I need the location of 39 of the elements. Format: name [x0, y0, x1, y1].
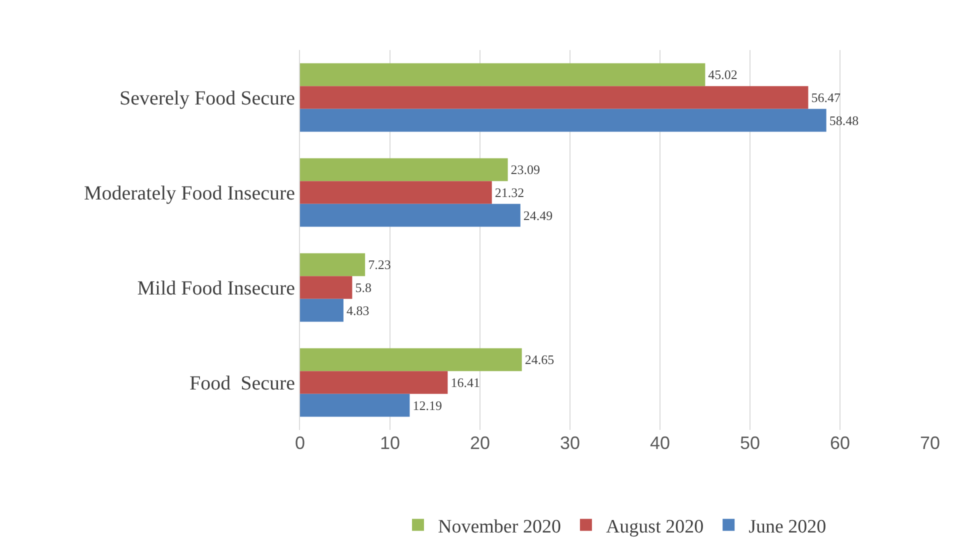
- legend-label: June 2020: [748, 516, 826, 538]
- bar: [300, 204, 520, 227]
- data-label: 7.23: [368, 257, 391, 272]
- x-tick-label: 10: [380, 433, 400, 453]
- y-tick-label: Food Secure: [189, 372, 296, 394]
- y-tick-label: Severely Food Secure: [119, 88, 296, 110]
- legend-label: November 2020: [438, 516, 561, 538]
- data-label: 24.65: [524, 352, 554, 368]
- x-tick-label: 0: [294, 433, 306, 453]
- bar: [300, 63, 706, 86]
- x-tick-label: 70: [920, 433, 940, 453]
- data-label: 12.19: [412, 398, 442, 413]
- data-label: 45.02: [708, 67, 738, 82]
- x-tick-label: 50: [740, 433, 760, 453]
- bar: [300, 298, 344, 322]
- data-label: 58.48: [829, 112, 859, 128]
- x-tick-label: 60: [830, 433, 850, 453]
- data-label: 5.8: [355, 280, 372, 295]
- bar: [300, 158, 508, 182]
- data-label: 56.47: [811, 90, 841, 105]
- x-tick-label: 40: [650, 433, 670, 453]
- data-label: 24.49: [523, 208, 553, 223]
- bar: [300, 181, 492, 204]
- data-label: 4.83: [346, 302, 370, 318]
- data-label: 23.09: [510, 162, 540, 178]
- legend-label: August 2020: [606, 516, 704, 538]
- bar: [300, 371, 448, 394]
- bar: [300, 276, 352, 299]
- x-tick-label: 20: [470, 433, 490, 453]
- x-tick-label: 30: [560, 433, 580, 453]
- bar: [300, 394, 410, 417]
- data-label: 21.32: [494, 185, 524, 200]
- y-tick-label: Mild Food Insecure: [137, 278, 296, 300]
- y-tick-label: Moderately Food Insecure: [84, 182, 296, 204]
- bar: [300, 253, 366, 276]
- data-label: 16.41: [450, 375, 480, 390]
- bar: [300, 108, 826, 132]
- bar: [300, 348, 522, 372]
- bar: [300, 86, 808, 109]
